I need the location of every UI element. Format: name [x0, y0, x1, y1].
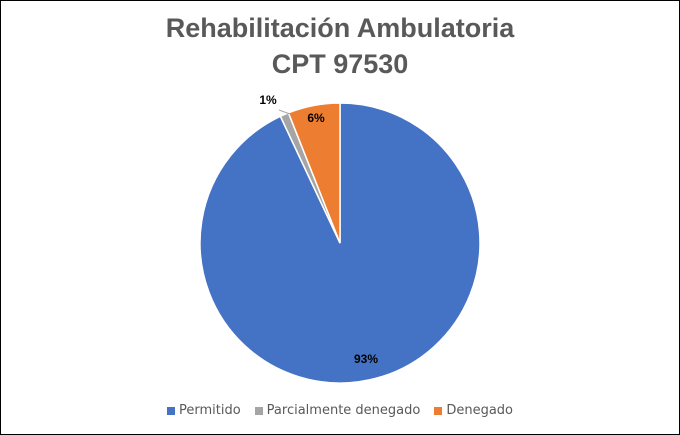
legend-label-denegado: Denegado [446, 403, 514, 418]
slice-label-denegado: 6% [307, 111, 325, 125]
legend-swatch-parcialmente-denegado [254, 406, 263, 415]
legend-label-permitido: Permitido [178, 403, 241, 418]
legend-label-parcialmente-denegado: Parcialmente denegado [266, 403, 421, 418]
leader-line-parcialmente-denegado [278, 109, 291, 115]
legend-item-denegado: Denegado [434, 403, 513, 418]
chart-title: Rehabilitación Ambulatoria [165, 13, 515, 43]
legend-swatch-denegado [434, 406, 443, 415]
chart-subtitle: CPT 97530 [271, 49, 409, 79]
slice-label-parcialmente-denegado: 1% [259, 93, 277, 107]
chart-legend: Permitido Parcialmente denegado Denegado [0, 403, 680, 418]
slice-denegado [287, 102, 341, 244]
legend-item-parcialmente-denegado: Parcialmente denegado [254, 403, 421, 418]
slice-label-permitido: 93% [354, 352, 378, 366]
legend-item-permitido: Permitido [166, 403, 241, 418]
legend-swatch-permitido [166, 406, 175, 415]
